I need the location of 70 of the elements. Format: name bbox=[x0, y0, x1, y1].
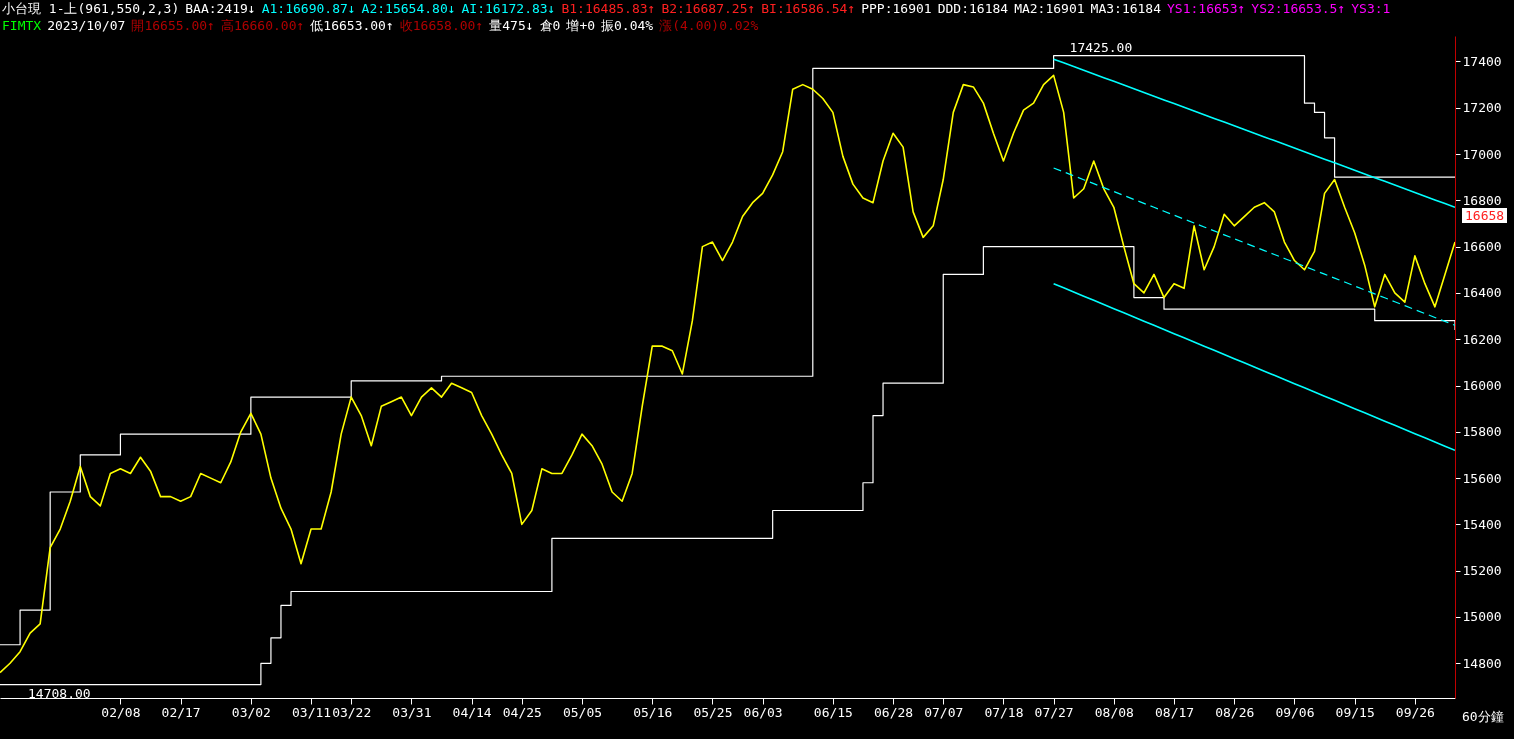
text: B2:16687.25↑ bbox=[661, 1, 756, 16]
text: AI:16172.83↓ bbox=[461, 1, 556, 16]
x-tick-label: 03/22 bbox=[332, 704, 372, 720]
y-tick-label: 15600 bbox=[1462, 470, 1502, 486]
text: 倉0 bbox=[539, 18, 561, 33]
text: 漲(4.00)0.02% bbox=[659, 18, 759, 33]
x-tick-label: 02/08 bbox=[101, 704, 141, 720]
text: MA2:16901 bbox=[1014, 1, 1085, 16]
y-tick-label: 16400 bbox=[1462, 285, 1502, 301]
text: PPP:16901 bbox=[861, 1, 932, 16]
y-tick-label: 17400 bbox=[1462, 53, 1502, 69]
text: YS2:16653.5↑ bbox=[1251, 1, 1346, 16]
text: B1:16485.83↑ bbox=[561, 1, 656, 16]
x-tick-label: 06/28 bbox=[874, 704, 914, 720]
x-tick-label: 08/08 bbox=[1094, 704, 1134, 720]
text: FIMTX bbox=[2, 18, 42, 33]
text: 收16658.00↑ bbox=[399, 18, 484, 33]
text: 開16655.00↑ bbox=[131, 18, 215, 33]
text: DDD:16184 bbox=[937, 1, 1009, 16]
y-tick-label: 16200 bbox=[1462, 331, 1502, 347]
y-tick-label: 15800 bbox=[1462, 424, 1502, 440]
x-tick-label: 09/06 bbox=[1275, 704, 1315, 720]
text: 增+0 bbox=[566, 18, 596, 33]
x-axis-title: 60分鐘 bbox=[1462, 708, 1504, 726]
x-tick-label: 07/07 bbox=[924, 704, 964, 720]
y-tick-label: 17200 bbox=[1462, 100, 1502, 116]
x-tick-label: 03/02 bbox=[231, 704, 271, 720]
y-tick-label: 16000 bbox=[1462, 378, 1502, 394]
text: 低16653.00↑ bbox=[310, 18, 394, 33]
y-tick-label: 16600 bbox=[1462, 239, 1502, 255]
x-tick-label: 03/31 bbox=[392, 704, 432, 720]
text: 16658 bbox=[1462, 208, 1508, 223]
x-tick-label: 07/27 bbox=[1034, 704, 1074, 720]
line-series bbox=[1052, 58, 1455, 209]
annotation: 17425.00 bbox=[1069, 39, 1133, 55]
x-tick-label: 07/18 bbox=[984, 704, 1024, 720]
x-tick-label: 05/05 bbox=[562, 704, 603, 720]
line-series bbox=[1053, 167, 1455, 326]
text: 小台現 1-上(961,550,2,3) bbox=[2, 1, 180, 16]
y-tick-label: 15400 bbox=[1462, 516, 1502, 532]
text: 高16660.00↑ bbox=[220, 18, 305, 33]
y-tick-label: 14800 bbox=[1462, 655, 1502, 671]
text: 振0.04% bbox=[601, 18, 654, 33]
x-tick-label: 06/15 bbox=[813, 704, 853, 720]
x-tick-label: 02/17 bbox=[161, 704, 201, 720]
text: A2:15654.80↓ bbox=[361, 1, 456, 16]
text: 量475↓ bbox=[489, 18, 534, 33]
text: YS3:1 bbox=[1351, 1, 1391, 16]
x-tick-label: 08/26 bbox=[1215, 704, 1255, 720]
x-tick-label: 05/16 bbox=[633, 704, 673, 720]
x-tick-label: 03/11 bbox=[292, 704, 332, 720]
y-tick-label: 17000 bbox=[1462, 146, 1502, 162]
text: BAA:2419↓ bbox=[185, 1, 256, 16]
text: YS1:16653↑ bbox=[1167, 1, 1246, 16]
annotation: 14708.00 bbox=[28, 685, 91, 701]
text: A1:16690.87↓ bbox=[261, 1, 356, 16]
x-tick-label: 09/15 bbox=[1335, 704, 1375, 720]
x-tick-label: 04/25 bbox=[502, 704, 542, 720]
x-tick-label: 05/25 bbox=[693, 704, 733, 720]
text: BI:16586.54↑ bbox=[761, 1, 856, 16]
y-tick-label: 15000 bbox=[1462, 609, 1502, 625]
y-tick-label: 16800 bbox=[1462, 192, 1502, 208]
x-tick-label: 06/03 bbox=[743, 704, 783, 720]
line-series bbox=[1052, 282, 1455, 452]
y-tick-label: 15200 bbox=[1462, 563, 1502, 579]
text: 2023/10/07 bbox=[47, 18, 126, 33]
x-tick-label: 09/26 bbox=[1395, 704, 1435, 720]
text: MA3:16184 bbox=[1090, 1, 1162, 16]
x-tick-label: 04/14 bbox=[452, 704, 492, 720]
x-tick-label: 08/17 bbox=[1154, 704, 1195, 720]
